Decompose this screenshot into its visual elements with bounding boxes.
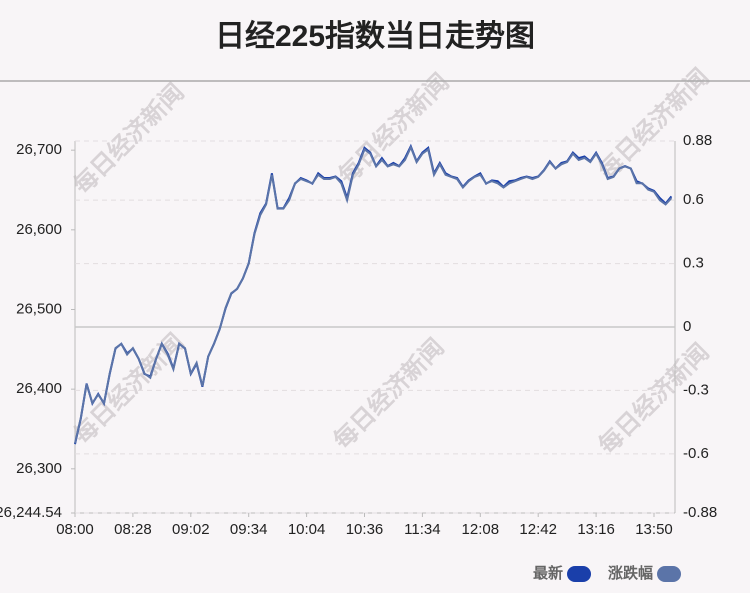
y-tick-label: 26,244.54 (0, 504, 62, 521)
x-tick-label: 12:08 (462, 521, 500, 538)
y-tick-label: 26,400 (16, 380, 62, 397)
x-tick-label: 10:04 (288, 521, 326, 538)
y2-tick-label: 0 (683, 318, 691, 335)
x-tick-label: 12:42 (519, 521, 557, 538)
y2-tick-label: -0.6 (683, 445, 709, 462)
x-tick-label: 13:50 (635, 521, 673, 538)
x-tick-label: 13:16 (577, 521, 615, 538)
y2-tick-label: -0.3 (683, 381, 709, 398)
x-tick-label: 08:28 (114, 521, 152, 538)
y-tick-label: 26,700 (16, 141, 62, 158)
x-tick-label: 08:00 (56, 521, 94, 538)
y-tick-label: 26,500 (16, 300, 62, 317)
y-tick-label: 26,600 (16, 221, 62, 238)
legend-swatch (567, 566, 592, 582)
chart-title: 日经225指数当日走势图 (215, 19, 535, 53)
x-tick-label: 10:36 (346, 521, 384, 538)
legend-label: 最新 (533, 564, 563, 582)
y2-tick-label: 0.6 (683, 191, 704, 208)
y2-tick-label: 0.3 (683, 255, 704, 272)
legend-swatch (657, 566, 682, 582)
y-tick-label: 26,300 (16, 460, 62, 477)
legend-label: 涨跌幅 (608, 564, 653, 582)
y2-tick-label: 0.88 (683, 132, 712, 149)
y2-tick-label: -0.88 (683, 504, 717, 521)
x-tick-label: 11:34 (404, 521, 440, 538)
x-tick-label: 09:02 (172, 521, 210, 538)
line (74, 144, 673, 444)
x-tick-label: 09:34 (230, 521, 268, 538)
